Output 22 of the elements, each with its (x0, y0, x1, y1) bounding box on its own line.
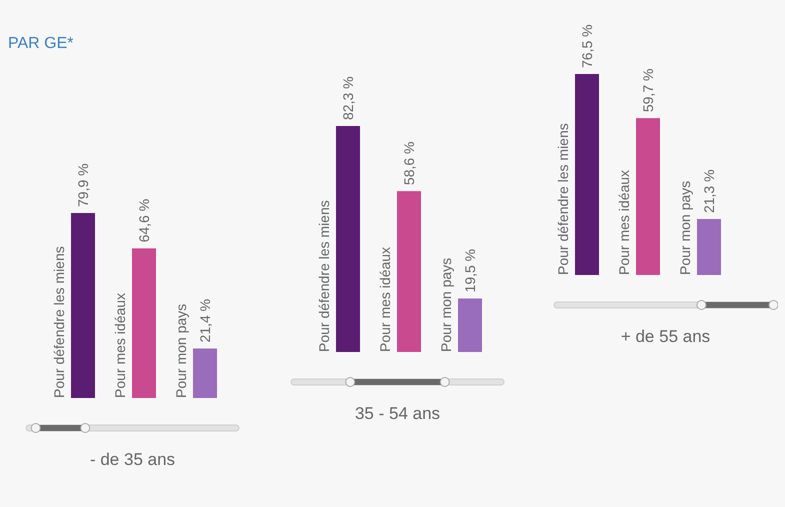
x-tick-label: Pour mon pays (173, 304, 189, 398)
x-tick-label: Pour mon pays (438, 258, 454, 352)
x-tick-label: Pour défendre les miens (51, 246, 67, 398)
x-axis-title: 35 - 54 ans (354, 404, 442, 424)
x-tick-label: Pour défendre les miens (555, 123, 571, 275)
x-axis-title: - de 35 ans (88, 450, 176, 470)
data-label: 64,6 % (136, 198, 152, 242)
x-tick-label: Pour mes idéaux (112, 292, 128, 398)
chart-title: PAR GE* (8, 35, 74, 53)
data-label: 19,5 % (462, 248, 478, 292)
data-label: 79,9 % (75, 163, 91, 207)
x-axis-title: + de 55 ans (620, 327, 712, 347)
data-label: 76,5 % (579, 24, 595, 68)
x-tick-label: Pour mes idéaux (616, 170, 632, 275)
data-label: 59,7 % (640, 68, 656, 112)
data-label: 21,3 % (701, 169, 717, 214)
x-tick-label: Pour mon pays (677, 180, 693, 275)
data-label: 58,6 % (401, 141, 417, 186)
data-label: 82,3 % (340, 76, 356, 120)
x-tick-label: Pour défendre les miens (316, 200, 332, 352)
x-tick-label: Pour mes idéaux (377, 246, 393, 352)
data-label: 21,4 % (197, 298, 213, 342)
